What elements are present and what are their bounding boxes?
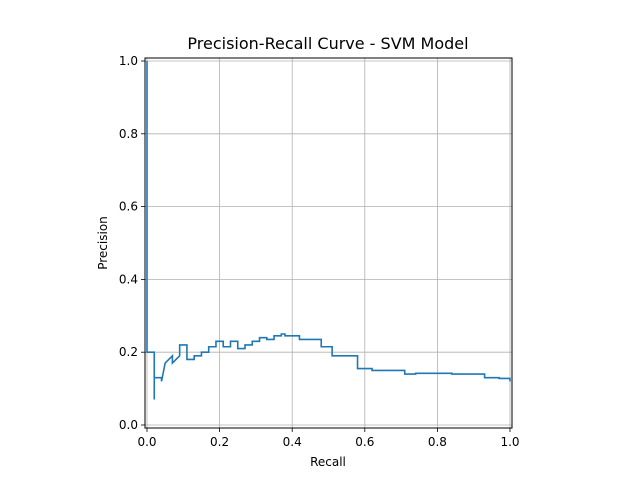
x-tick-label: 0.8 <box>428 435 447 449</box>
chart-title: Precision-Recall Curve - SVM Model <box>187 34 468 53</box>
y-axis: 0.0 0.2 0.4 0.6 0.8 1.0 <box>119 54 145 432</box>
x-tick-label: 0.4 <box>283 435 302 449</box>
y-tick-label: 0.8 <box>119 127 138 141</box>
x-tick-label: 0.0 <box>137 435 156 449</box>
x-tick-label: 1.0 <box>500 435 519 449</box>
y-axis-label: Precision <box>96 216 110 270</box>
x-tick-label: 0.6 <box>355 435 374 449</box>
y-tick-label: 0.2 <box>119 345 138 359</box>
series-group <box>146 61 511 400</box>
x-axis: 0.0 0.2 0.4 0.6 0.8 1.0 <box>137 428 520 449</box>
x-axis-label: Recall <box>310 455 346 469</box>
precision-recall-line <box>146 61 511 400</box>
plot-frame <box>144 57 513 429</box>
y-tick-label: 0.0 <box>119 418 138 432</box>
x-tick-label: 0.2 <box>210 435 229 449</box>
y-tick-label: 0.4 <box>119 272 138 286</box>
y-tick-label: 1.0 <box>119 54 138 68</box>
y-tick-label: 0.6 <box>119 200 138 214</box>
